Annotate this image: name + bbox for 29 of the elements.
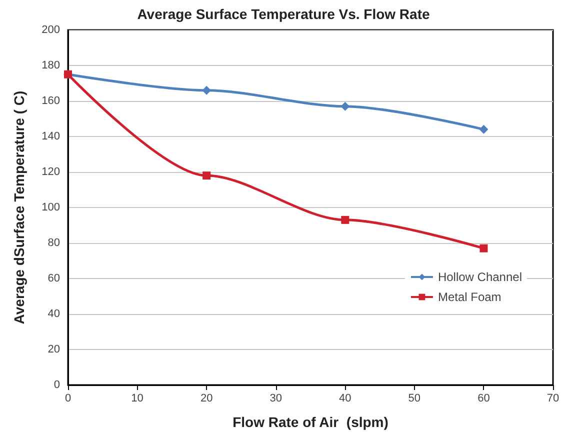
point: [479, 124, 488, 134]
x-tick-label: 60: [478, 392, 490, 404]
x-tick-label: 30: [270, 392, 282, 404]
x-tick-label: 10: [131, 392, 144, 404]
y-tick-label: 80: [48, 237, 60, 249]
legend-label: Hollow Channel: [438, 270, 522, 284]
point: [340, 102, 350, 111]
y-tick-label: 200: [42, 24, 60, 36]
y-tick-label: 160: [42, 95, 60, 107]
y-tick-label: 100: [42, 202, 60, 214]
x-tick-label: 20: [200, 392, 213, 404]
x-tick-label: 50: [408, 392, 421, 404]
y-tick-label: 140: [42, 130, 60, 142]
x-axis-title: Flow Rate of Air (slpm): [232, 414, 388, 430]
chart-title: Average Surface Temperature Vs. Flow Rate: [137, 6, 430, 22]
point: [341, 216, 350, 224]
y-tick-label: 120: [42, 166, 60, 178]
y-tick-label: 40: [48, 308, 60, 320]
y-tick-label: 180: [42, 60, 60, 72]
point: [480, 244, 488, 252]
x-tick-label: 40: [339, 392, 352, 404]
x-tick-label: 70: [546, 392, 560, 404]
point: [202, 172, 211, 180]
legend-label: Metal Foam: [438, 290, 502, 304]
x-tick-label: 0: [64, 392, 72, 404]
y-axis-title: Average dSurface Temperature ( C): [11, 90, 27, 324]
y-tick-label: 60: [48, 272, 60, 284]
y-tick-label: 20: [48, 344, 60, 356]
y-tick-label: 0: [54, 379, 60, 391]
